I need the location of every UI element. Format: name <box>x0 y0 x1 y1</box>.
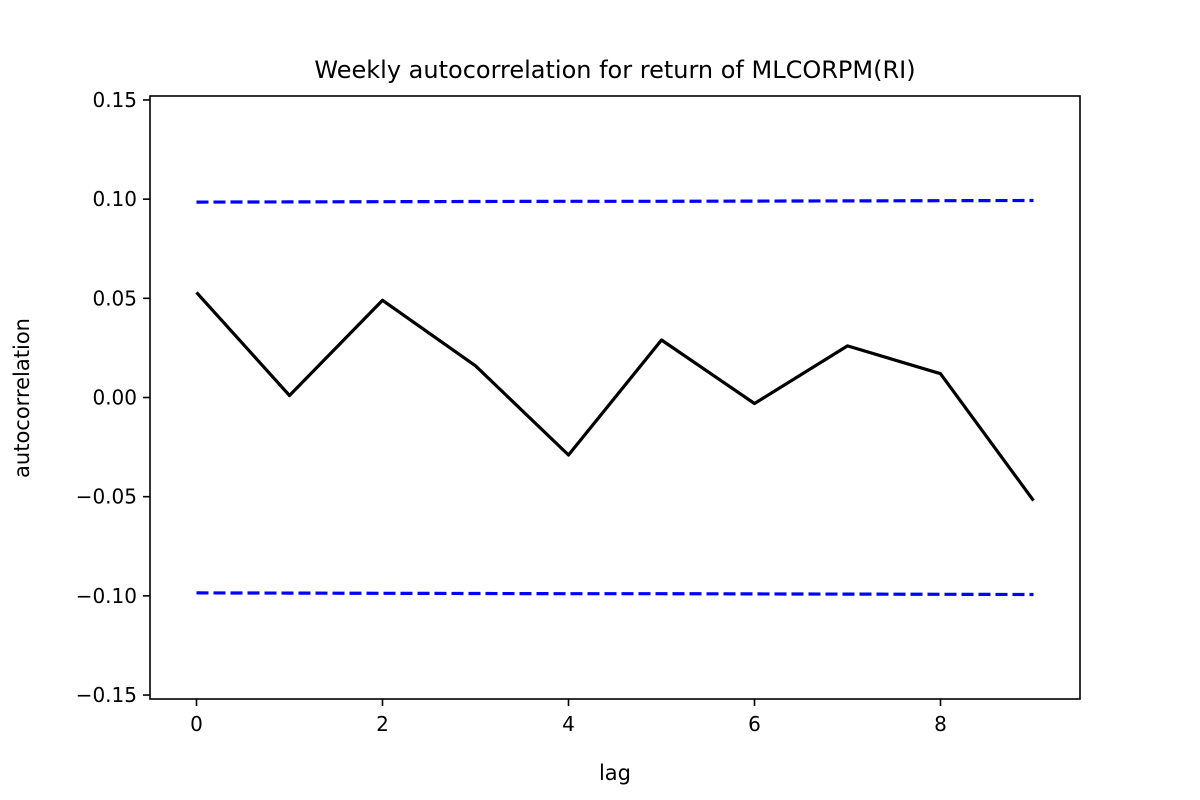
x-tick-label: 2 <box>376 712 389 736</box>
y-tick-label: 0.15 <box>92 88 137 112</box>
chart-title: Weekly autocorrelation for return of MLC… <box>314 56 915 84</box>
autocorrelation-line <box>195 291 1035 502</box>
y-axis-ticks: 0.15 0.10 0.05 0.00 −0.05 −0.10 −0.15 <box>76 88 150 707</box>
y-tick-label: 0.10 <box>92 187 137 211</box>
upper-confidence-bound-line <box>196 198 1034 204</box>
y-tick-label: −0.15 <box>76 683 137 707</box>
x-tick-label: 8 <box>934 712 947 736</box>
x-tick-label: 4 <box>562 712 575 736</box>
y-tick-label: 0.05 <box>92 286 137 310</box>
x-axis-ticks: 0 2 4 6 8 <box>190 699 947 736</box>
x-tick-label: 0 <box>190 712 203 736</box>
x-tick-label: 6 <box>748 712 761 736</box>
y-axis-label: autocorrelation <box>10 318 34 478</box>
x-axis-label: lag <box>599 761 631 785</box>
series-layer <box>195 198 1035 597</box>
y-tick-label: −0.10 <box>76 584 137 608</box>
lower-confidence-bound-line <box>196 591 1034 597</box>
y-tick-label: 0.00 <box>92 386 137 410</box>
y-tick-label: −0.05 <box>76 485 137 509</box>
